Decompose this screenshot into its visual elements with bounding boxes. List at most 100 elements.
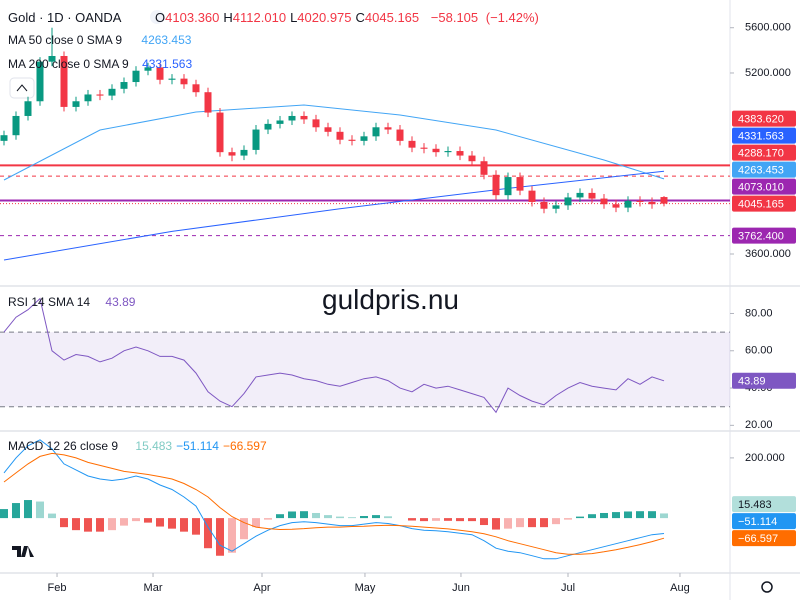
y-tick-label: 5200.000 (745, 67, 791, 79)
close-icon[interactable] (150, 10, 164, 24)
candle-body (252, 129, 260, 150)
candle-body (192, 84, 200, 93)
histogram-bar (443, 518, 452, 521)
ohlc-value: 4103.360 (165, 10, 220, 25)
x-tick-label: Jul (561, 582, 575, 594)
candle-body (84, 94, 92, 102)
legend-value: 4331.563 (142, 57, 193, 71)
histogram-bar (83, 518, 92, 532)
histogram-bar (575, 516, 584, 519)
x-tick-label: May (355, 582, 376, 594)
histogram-bar (323, 515, 332, 519)
candle-body (336, 131, 344, 140)
price-tag-label: 4331.563 (738, 131, 784, 143)
histogram-bar (623, 511, 632, 519)
histogram-bar (95, 518, 104, 532)
candle-body (132, 70, 140, 83)
histogram-bar (107, 518, 116, 531)
y-tick-label: 5600.000 (745, 22, 791, 34)
candle-body (156, 67, 164, 80)
y-tick-label: 20.00 (745, 419, 773, 431)
change: −58.105 (430, 10, 479, 25)
histogram-bar (611, 512, 620, 519)
histogram-bar (11, 503, 20, 519)
price-tag-label: −51.114 (738, 516, 777, 528)
price-tag (732, 161, 796, 178)
price-tag (732, 195, 796, 212)
macd-legend: MACD 12 26 close 9 15.483 −51.114 −66.597 (8, 439, 271, 453)
histogram-bar (455, 518, 464, 522)
candle-body (60, 56, 68, 107)
histogram-bar (131, 518, 140, 522)
histogram-bar (311, 512, 320, 519)
histogram-bar (587, 514, 596, 519)
x-tick-label: Aug (670, 582, 690, 594)
rsi-band (0, 332, 730, 407)
candle-body (180, 78, 188, 85)
histogram-bar (275, 514, 284, 519)
price-tag-label: 3762.400 (738, 231, 784, 243)
candle-body (516, 177, 524, 191)
candle-body (540, 201, 548, 209)
histogram-bar (59, 518, 68, 528)
histogram-bar (227, 518, 236, 553)
price-tag (732, 110, 796, 127)
price-tag (732, 530, 796, 547)
histogram-bar (503, 518, 512, 529)
histogram-bar (47, 513, 56, 519)
collapse-icon (16, 84, 28, 92)
candle-body (168, 78, 176, 80)
ohlc-value: 4020.975 (297, 10, 352, 25)
settings-icon[interactable] (761, 581, 773, 593)
histogram-bar (419, 518, 428, 522)
candle-body (96, 94, 104, 96)
ma-line (3, 104, 665, 181)
candle-body (456, 151, 464, 156)
histogram-bar (167, 518, 176, 529)
x-tick-label: Jun (452, 582, 470, 594)
header-row: Gold · 1D · OANDA O4103.360 H4112.010 L402… (8, 10, 543, 25)
price-tag (732, 496, 796, 513)
ma-legend: MA 200 close 0 SMA 9 4331.563 (8, 57, 196, 71)
candle-body (408, 140, 416, 148)
legend-name: MA 200 close 0 SMA 9 (8, 57, 129, 71)
histogram-bar (155, 518, 164, 527)
histogram-bar (407, 518, 416, 521)
candle-body (444, 151, 452, 153)
histogram-bar (539, 518, 548, 528)
candle-body (660, 197, 668, 204)
candle-body (300, 115, 308, 120)
price-tag-label: 4073.010 (738, 182, 784, 194)
symbol: Gold · 1D · OANDA (8, 10, 122, 25)
histogram-bar (551, 518, 560, 525)
histogram-bar (179, 518, 188, 532)
candle-body (288, 115, 296, 121)
ohlc-value: 4045.165 (364, 10, 420, 25)
x-tick-label: Apr (253, 582, 270, 594)
collapse-button[interactable] (9, 77, 35, 99)
candle-body (600, 198, 608, 205)
histogram-bar (287, 511, 296, 519)
candle-body (480, 161, 488, 175)
histogram-bar (383, 516, 392, 519)
histogram-bar (371, 515, 380, 519)
price-tag (732, 127, 796, 144)
y-tick-label: 200.000 (745, 452, 785, 464)
candle-body (48, 56, 56, 62)
legend-name: MA 50 close 0 SMA 9 (8, 33, 123, 47)
legend-name: RSI 14 SMA 14 (8, 295, 91, 309)
candle-body (12, 115, 20, 136)
histogram-bar (143, 518, 152, 523)
candle-body (468, 155, 476, 162)
y-tick-label: 3600.000 (745, 248, 791, 260)
macd-line (3, 452, 665, 555)
ma-line (3, 170, 665, 261)
candle-body (204, 92, 212, 113)
histogram-bar (251, 518, 260, 528)
watermark: guldpris.nu (322, 284, 459, 315)
histogram-bar (527, 518, 536, 528)
candle-body (420, 147, 428, 149)
candle-body (0, 135, 8, 141)
candle-body (324, 127, 332, 132)
legend-value: −51.114 (176, 439, 219, 453)
